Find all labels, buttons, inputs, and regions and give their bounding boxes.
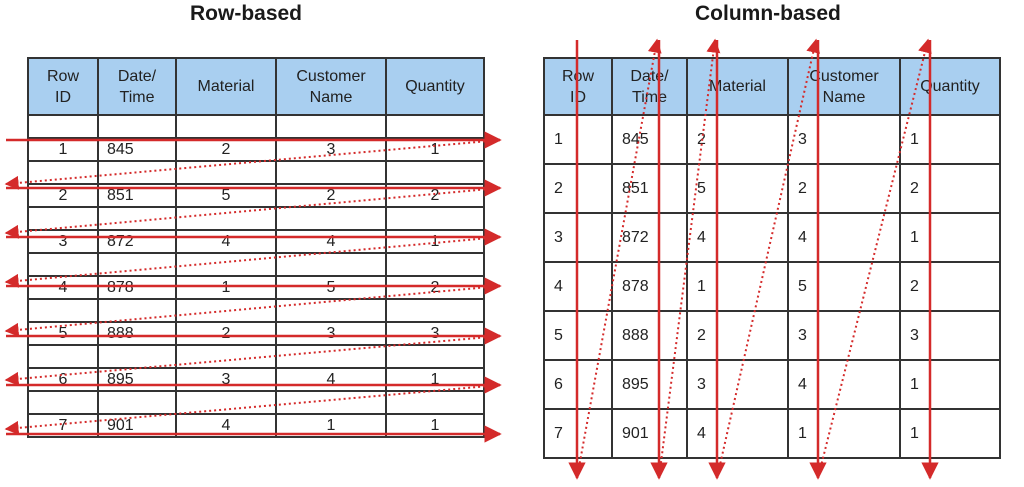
cell-date-time: 888 [97,321,177,346]
header-material: Material [686,57,789,116]
cell-material: 2 [686,310,789,361]
cell-material: 5 [686,163,789,214]
spacer-row [27,344,485,369]
table-row: 6 895 3 4 1 [543,359,1001,410]
cell-material: 1 [686,261,789,312]
cell-customer-name: 5 [787,261,901,312]
cell-material: 2 [175,321,277,346]
row-based-table: Row ID Date/Time Material Customer Name Quanti… [27,57,485,438]
spacer-row [27,252,485,277]
cell-customer-name: 4 [787,359,901,410]
cell-quantity: 2 [899,163,1001,214]
cell-quantity: 3 [385,321,485,346]
spacer-row [27,298,485,323]
row-return-arrow [4,285,501,337]
table-row: 7 901 4 1 1 [543,408,1001,459]
header-customer-name: Customer Name [275,57,387,116]
cell-customer-name: 5 [275,275,387,300]
cell-date-time: 845 [611,114,688,165]
row-return-arrow [4,187,501,239]
cell-quantity: 1 [385,229,485,254]
cell-material: 1 [175,275,277,300]
cell-material: 4 [686,408,789,459]
cell-quantity: 1 [899,114,1001,165]
header-quantity: Quantity [899,57,1001,116]
cell-date-time: 878 [97,275,177,300]
cell-quantity: 2 [385,275,485,300]
cell-row-id: 5 [27,321,99,346]
cell-customer-name: 3 [275,321,387,346]
header-date-time: Date/Time [97,57,177,116]
cell-customer-name: 4 [275,367,387,392]
cell-row-id: 6 [27,367,99,392]
cell-material: 3 [175,367,277,392]
cell-quantity: 1 [899,212,1001,263]
cell-customer-name: 3 [787,114,901,165]
cell-date-time: 895 [611,359,688,410]
table-row: 4 878 1 5 2 [27,275,485,300]
cell-quantity: 2 [899,261,1001,312]
row-based-title: Row-based [190,2,303,25]
cell-customer-name: 2 [787,163,901,214]
header-customer-name: Customer Name [787,57,901,116]
column-return-arrow [658,38,721,479]
header-material: Material [175,57,277,116]
column-return-arrow [817,38,932,479]
cell-date-time: 901 [611,408,688,459]
cell-customer-name: 3 [787,310,901,361]
cell-material: 4 [175,229,277,254]
row-return-arrow [4,335,501,386]
row-return-arrow [4,139,501,190]
table-row: 2 851 5 2 2 [27,183,485,208]
column-return-arrow [576,38,662,479]
cell-quantity: 3 [899,310,1001,361]
row-return-arrow [4,384,501,435]
spacer-row [27,206,485,231]
column-return-arrow [716,38,821,479]
row-return-arrow [4,236,501,288]
table-row: 5 888 2 3 3 [543,310,1001,361]
header-quantity: Quantity [385,57,485,116]
cell-quantity: 1 [899,359,1001,410]
spacer-row [27,390,485,415]
cell-customer-name: 4 [275,229,387,254]
cell-date-time: 878 [611,261,688,312]
cell-quantity: 1 [899,408,1001,459]
spacer-row [27,114,485,139]
cell-row-id: 4 [27,275,99,300]
column-based-title: Column-based [695,2,841,25]
cell-row-id: 3 [27,229,99,254]
table-row: 5 888 2 3 3 [27,321,485,346]
cell-quantity: 1 [385,367,485,392]
cell-customer-name: 1 [787,408,901,459]
table-row: 6 895 3 4 1 [27,367,485,392]
